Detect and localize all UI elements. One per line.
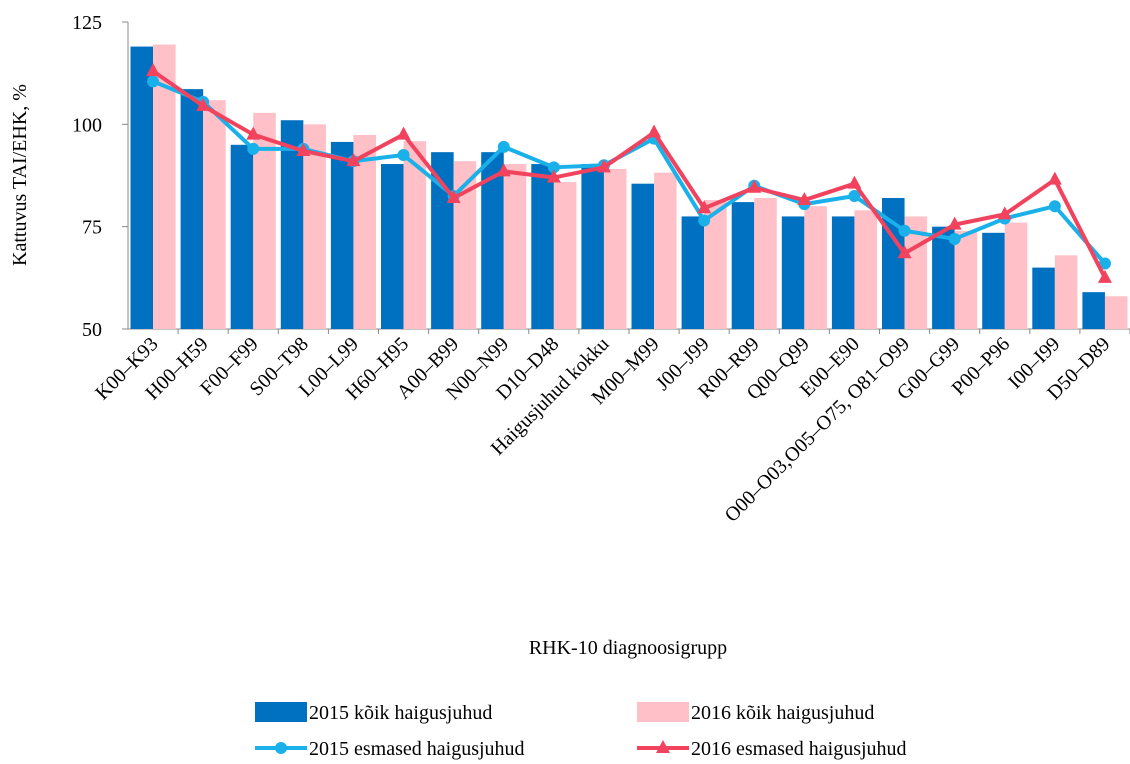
y-tick-label: 100: [72, 114, 102, 136]
line-point: [547, 161, 560, 174]
bar: [153, 44, 176, 329]
bar: [1054, 255, 1078, 329]
bar: [1032, 267, 1055, 329]
bar: [453, 161, 477, 329]
bar: [954, 230, 978, 329]
bar: [603, 168, 627, 329]
bar: [731, 202, 755, 329]
line-point: [1048, 200, 1061, 213]
bar: [654, 172, 677, 329]
bar: [253, 112, 276, 329]
line-point: [848, 189, 861, 202]
line-point: [698, 214, 711, 227]
legend-swatch: [255, 702, 307, 722]
line-point: [948, 232, 961, 245]
line-point: [147, 75, 160, 88]
line-point: [446, 190, 461, 204]
bar: [754, 198, 777, 329]
bar: [804, 206, 827, 329]
bar: [932, 226, 955, 329]
line-point: [1097, 269, 1112, 283]
line-point: [897, 245, 912, 259]
line-point: [346, 153, 361, 167]
bar: [982, 232, 1005, 329]
y-tick-label: 125: [72, 12, 102, 34]
line-point: [546, 169, 561, 183]
line-point: [397, 149, 410, 162]
bar: [531, 164, 554, 329]
y-tick-label: 50: [82, 319, 102, 341]
line-point: [296, 142, 311, 156]
legend-label: 2016 kõik haigusjuhud: [691, 702, 874, 724]
line-point: [947, 216, 962, 230]
line-point: [247, 142, 260, 155]
legend-marker: [275, 742, 287, 754]
bar: [704, 200, 727, 329]
line-point: [697, 200, 712, 214]
line-point: [596, 159, 611, 173]
line-point: [396, 126, 411, 140]
bar: [130, 46, 154, 330]
y-tick-label: 75: [82, 217, 102, 239]
line: [151, 69, 1107, 279]
bar: [553, 182, 577, 329]
bar: [581, 164, 604, 329]
bar: [481, 152, 504, 329]
bar: [280, 120, 304, 330]
line-point: [997, 206, 1012, 220]
bar: [503, 164, 527, 329]
line-point: [747, 179, 762, 193]
line-point: [1047, 171, 1062, 185]
line-point: [797, 192, 812, 206]
bar: [230, 144, 254, 329]
bar: [781, 216, 805, 329]
bar: [854, 210, 877, 329]
line-point: [847, 175, 862, 189]
x-axis-title: RHK-10 diagnoosigrupp: [529, 637, 727, 659]
bar: [631, 183, 655, 329]
bar: [1004, 222, 1028, 329]
legend-swatch: [637, 702, 689, 722]
line-point: [496, 163, 511, 177]
y-axis-title: Kattuvus TAI/EHK, %: [9, 84, 31, 266]
bar: [180, 89, 204, 329]
line-point: [246, 126, 261, 140]
legend-label: 2016 esmased haigusjuhud: [691, 738, 907, 760]
line-point: [196, 97, 211, 111]
bar: [681, 216, 705, 329]
bar: [353, 134, 376, 329]
line-point: [497, 140, 510, 153]
bar: [831, 216, 855, 329]
bar: [203, 100, 226, 329]
legend-label: 2015 esmased haigusjuhud: [309, 738, 525, 760]
bar: [1104, 296, 1128, 329]
bar: [303, 124, 326, 329]
bar: [381, 164, 404, 329]
bar: [1082, 292, 1105, 329]
legend-label: 2015 kõik haigusjuhud: [309, 702, 492, 724]
line-point: [898, 224, 911, 237]
line-point: [1098, 257, 1111, 270]
bar: [330, 141, 354, 329]
line-point: [647, 124, 662, 138]
line-point: [146, 63, 161, 77]
legend-marker: [656, 740, 670, 753]
bar: [403, 141, 427, 329]
